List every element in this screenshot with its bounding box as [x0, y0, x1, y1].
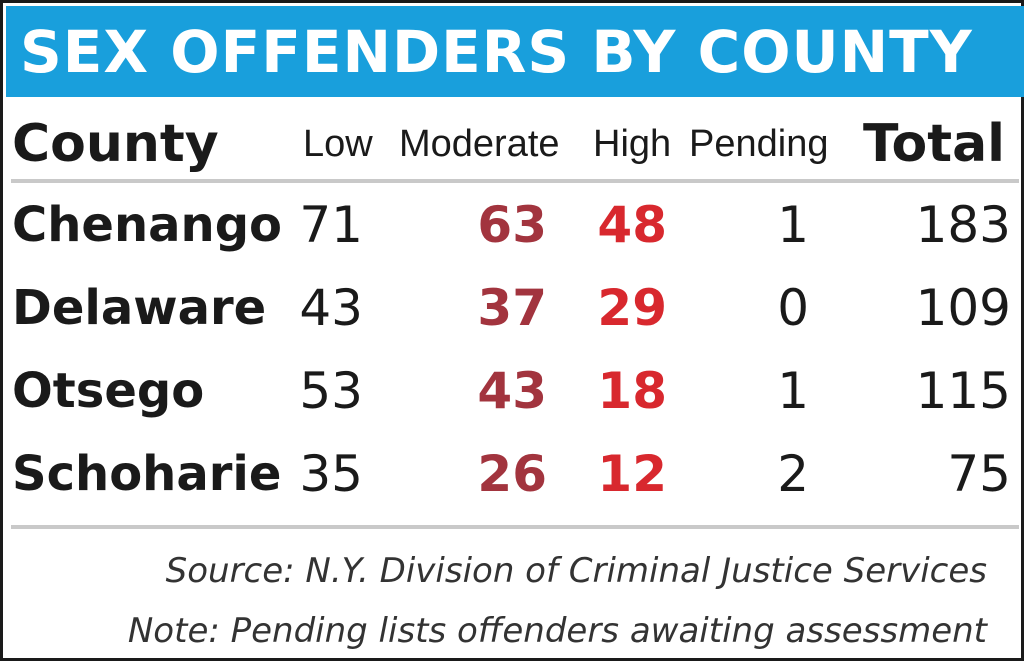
cell-county: Delaware	[12, 280, 267, 336]
cell-moderate: 26	[477, 445, 547, 503]
cell-moderate: 43	[477, 362, 547, 420]
cell-moderate: 63	[477, 196, 547, 254]
cell-low: 53	[299, 362, 363, 420]
cell-total: 115	[915, 362, 1011, 420]
pending-note: Note: Pending lists offenders awaiting a…	[127, 611, 987, 651]
cell-low: 71	[299, 196, 363, 254]
cell-pending: 1	[777, 362, 809, 420]
cell-high: 18	[597, 362, 667, 420]
column-header-total: Total	[862, 114, 1005, 174]
table-row: Chenango 71 63 48 1 183	[3, 185, 1024, 265]
cell-high: 29	[597, 279, 667, 337]
source-note: Source: N.Y. Division of Criminal Justic…	[165, 551, 987, 591]
table-row: Schoharie 35 26 12 2 75	[3, 434, 1024, 514]
title-band: SEX OFFENDERS BY COUNTY	[6, 6, 1024, 97]
cell-high: 48	[597, 196, 667, 254]
cell-low: 43	[299, 279, 363, 337]
column-header-county: County	[12, 114, 219, 174]
cell-pending: 2	[777, 445, 809, 503]
table-row: Otsego 53 43 18 1 115	[3, 351, 1024, 431]
column-header-moderate: Moderate	[399, 123, 560, 165]
cell-pending: 1	[777, 196, 809, 254]
column-header-pending: Pending	[689, 123, 829, 165]
table-row: Delaware 43 37 29 0 109	[3, 268, 1024, 348]
cell-moderate: 37	[477, 279, 547, 337]
table-title: SEX OFFENDERS BY COUNTY	[20, 18, 973, 86]
column-header-low: Low	[303, 123, 373, 165]
cell-low: 35	[299, 445, 363, 503]
cell-total: 75	[947, 445, 1011, 503]
column-header-high: High	[593, 123, 672, 165]
header-divider	[11, 179, 1019, 183]
cell-pending: 0	[777, 279, 809, 337]
cell-county: Chenango	[12, 197, 283, 253]
cell-county: Schoharie	[12, 446, 282, 502]
cell-total: 109	[915, 279, 1011, 337]
cell-county: Otsego	[12, 363, 205, 419]
cell-total: 183	[915, 196, 1011, 254]
footer-divider	[11, 525, 1019, 529]
cell-high: 12	[597, 445, 667, 503]
